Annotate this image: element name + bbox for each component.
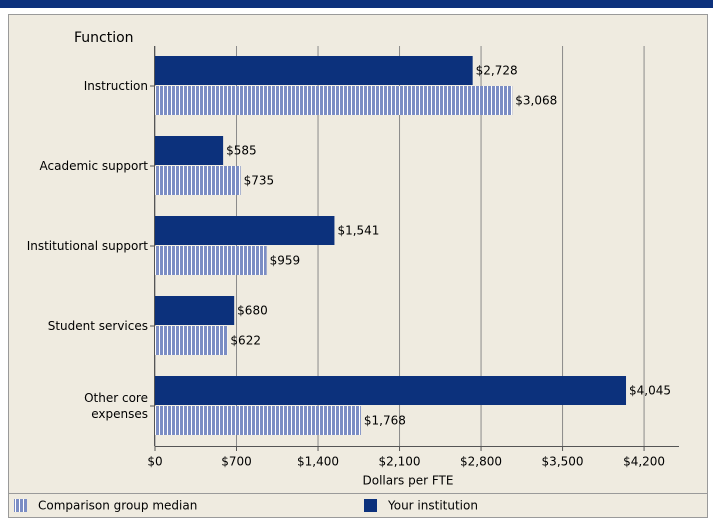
bar-value-label: $585 — [226, 144, 257, 158]
x-tick-label: $4,200 — [623, 455, 665, 469]
bar — [155, 216, 335, 245]
x-tick-label: $2,800 — [460, 455, 502, 469]
legend-swatch — [364, 499, 377, 512]
x-tick-label: $700 — [221, 455, 252, 469]
bar-value-label: $735 — [244, 174, 275, 188]
bar-value-label: $1,541 — [337, 224, 379, 238]
bar — [155, 406, 361, 435]
bar — [155, 326, 228, 355]
legend-swatch — [14, 499, 27, 512]
bar — [155, 56, 473, 85]
y-tick-label: Other core expenses — [84, 391, 148, 421]
bar-value-label: $622 — [230, 334, 261, 348]
y-tick-label: Institutional support — [26, 239, 148, 253]
legend-label: Comparison group median — [38, 499, 197, 513]
bar — [155, 86, 513, 115]
x-axis-title: Dollars per FTE — [363, 474, 454, 488]
bar-value-label: $680 — [237, 304, 268, 318]
legend-label: Your institution — [387, 499, 478, 513]
bar — [155, 166, 241, 195]
x-tick-label: $0 — [147, 455, 162, 469]
bar-value-label: $1,768 — [364, 414, 406, 428]
x-tick-label: $3,500 — [542, 455, 584, 469]
y-tick-label: Instruction — [83, 79, 148, 93]
bar-value-label: $4,045 — [629, 384, 671, 398]
bar-value-label: $3,068 — [515, 94, 557, 108]
bar-value-label: $2,728 — [476, 64, 518, 78]
x-tick-label: $2,100 — [379, 455, 421, 469]
y-tick-label: Student services — [47, 319, 148, 333]
bar — [155, 376, 627, 405]
y-tick-label: Academic support — [39, 159, 148, 173]
top-banner — [0, 0, 713, 8]
bar — [155, 296, 235, 325]
y-axis-title: Function — [74, 30, 134, 46]
x-tick-label: $1,400 — [297, 455, 339, 469]
bar — [155, 246, 267, 275]
bar-value-label: $959 — [270, 254, 301, 268]
bar — [155, 136, 224, 165]
